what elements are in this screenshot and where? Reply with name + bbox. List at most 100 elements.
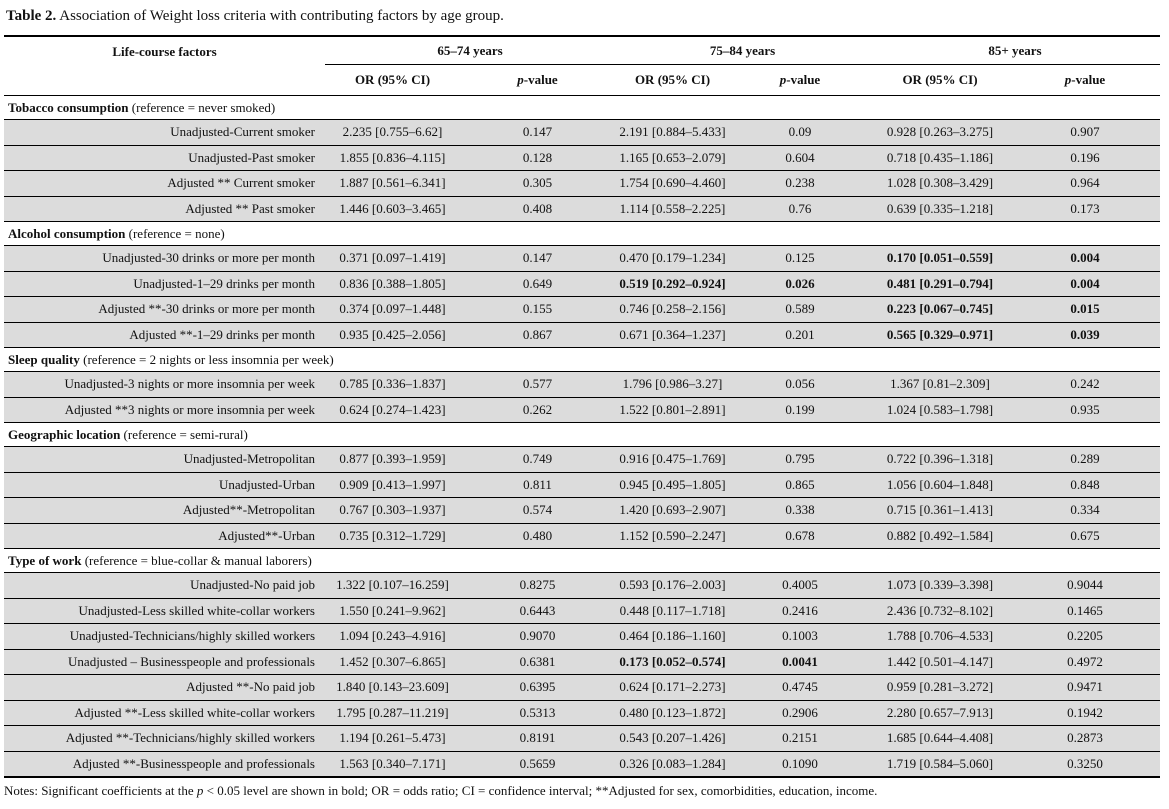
or-ci-cell: 1.685 [0.644–4.408]: [870, 725, 1010, 752]
section-title: Alcohol consumption (reference = none): [4, 221, 1160, 246]
section-name: Geographic location: [8, 426, 121, 442]
or-ci-cell: 1.024 [0.583–1.798]: [870, 397, 1010, 423]
table-row: Unadjusted-30 drinks or more per month 0.…: [4, 245, 1160, 272]
table-row: Adjusted **-1–29 drinks per month 0.935 […: [4, 322, 1160, 348]
header-or-ci: OR (95% CI): [325, 64, 460, 96]
row-label: Unadjusted-Technicians/highly skilled wo…: [4, 623, 325, 650]
row-label: Adjusted**-Metropolitan: [4, 497, 325, 524]
p-value-cell: 0.6443: [460, 598, 615, 624]
p-value-cell: 0.015: [1010, 296, 1160, 323]
section-header: Geographic location (reference = semi-ru…: [4, 422, 1160, 447]
or-ci-cell: 0.959 [0.281–3.272]: [870, 674, 1010, 701]
p-value-cell: 0.865: [730, 472, 870, 498]
p-value-cell: 0.5313: [460, 700, 615, 726]
or-ci-cell: 1.028 [0.308–3.429]: [870, 170, 1010, 197]
row-label: Unadjusted-Less skilled white-collar wor…: [4, 598, 325, 624]
p-value-cell: 0.3250: [1010, 751, 1160, 778]
or-ci-cell: 0.928 [0.263–3.275]: [870, 119, 1010, 146]
or-ci-cell: 1.788 [0.706–4.533]: [870, 623, 1010, 650]
p-value-cell: 0.574: [460, 497, 615, 524]
p-value-cell: 0.147: [460, 245, 615, 272]
table-row: Unadjusted-No paid job 1.322 [0.107–16.25…: [4, 572, 1160, 599]
or-ci-cell: 1.563 [0.340–7.171]: [325, 751, 460, 778]
p-value-cell: 0.577: [460, 371, 615, 398]
p-value-cell: 0.026: [730, 271, 870, 297]
row-label: Unadjusted-Urban: [4, 472, 325, 498]
header-or-ci: OR (95% CI): [870, 64, 1010, 96]
p-suffix: -value: [523, 72, 558, 87]
table-row: Adjusted**-Metropolitan 0.767 [0.303–1.93…: [4, 497, 1160, 524]
or-ci-cell: 1.165 [0.653–2.079]: [615, 145, 730, 171]
p-value-cell: 0.199: [730, 397, 870, 423]
p-value-cell: 0.935: [1010, 397, 1160, 423]
or-ci-cell: 1.796 [0.986–3.27]: [615, 371, 730, 398]
p-value-cell: 0.004: [1010, 271, 1160, 297]
p-value-cell: 0.1090: [730, 751, 870, 778]
table-row: Unadjusted-1–29 drinks per month 0.836 [0…: [4, 271, 1160, 297]
row-label: Unadjusted-1–29 drinks per month: [4, 271, 325, 297]
or-ci-cell: 1.719 [0.584–5.060]: [870, 751, 1010, 778]
or-ci-cell: 0.624 [0.274–1.423]: [325, 397, 460, 423]
p-value-cell: 0.907: [1010, 119, 1160, 146]
or-ci-cell: 1.094 [0.243–4.916]: [325, 623, 460, 650]
or-ci-cell: 0.519 [0.292–0.924]: [615, 271, 730, 297]
section-title: Sleep quality (reference = 2 nights or l…: [4, 347, 1160, 372]
row-label: Adjusted **-30 drinks or more per month: [4, 296, 325, 323]
p-value-cell: 0.1942: [1010, 700, 1160, 726]
row-label: Unadjusted-Metropolitan: [4, 446, 325, 473]
table-row: Adjusted **-Technicians/highly skilled w…: [4, 725, 1160, 752]
p-value-cell: 0.305: [460, 170, 615, 197]
or-ci-cell: 1.550 [0.241–9.962]: [325, 598, 460, 624]
or-ci-cell: 0.935 [0.425–2.056]: [325, 322, 460, 348]
or-ci-cell: 0.170 [0.051–0.559]: [870, 245, 1010, 272]
p-value-cell: 0.9070: [460, 623, 615, 650]
p-value-cell: 0.1003: [730, 623, 870, 650]
section-title: Tobacco consumption (reference = never s…: [4, 95, 1160, 120]
row-label: Adjusted ** Current smoker: [4, 170, 325, 197]
or-ci-cell: 0.639 [0.335–1.218]: [870, 196, 1010, 222]
or-ci-cell: 1.073 [0.339–3.398]: [870, 572, 1010, 599]
table-notes: Notes: Significant coefficients at the p…: [4, 783, 877, 799]
or-ci-cell: 0.326 [0.083–1.284]: [615, 751, 730, 778]
p-italic: p: [779, 72, 787, 87]
header-or-ci: OR (95% CI): [615, 64, 730, 96]
section-name: Sleep quality: [8, 351, 80, 367]
header-p-value: p-value: [730, 64, 870, 96]
p-value-cell: 0.0041: [730, 649, 870, 675]
section-name: Alcohol consumption: [8, 225, 126, 241]
header-group-65-74: 65–74 years: [437, 42, 503, 58]
p-suffix: -value: [1071, 72, 1106, 87]
or-ci-cell: 0.909 [0.413–1.997]: [325, 472, 460, 498]
section-title: Type of work (reference = blue-collar & …: [4, 548, 1160, 573]
p-value-cell: 0.2416: [730, 598, 870, 624]
p-value-cell: 0.09: [730, 119, 870, 146]
or-ci-cell: 1.322 [0.107–16.259]: [325, 572, 460, 599]
row-label: Unadjusted-No paid job: [4, 572, 325, 599]
section-name: Tobacco consumption: [8, 99, 129, 115]
table-row: Unadjusted-Metropolitan 0.877 [0.393–1.95…: [4, 446, 1160, 473]
p-value-cell: 0.1465: [1010, 598, 1160, 624]
table-row: Adjusted**-Urban 0.735 [0.312–1.729] 0.480…: [4, 523, 1160, 549]
p-value-cell: 0.76: [730, 196, 870, 222]
notes-text: Notes: Significant coefficients at the: [4, 783, 197, 798]
or-ci-cell: 1.754 [0.690–4.460]: [615, 170, 730, 197]
p-italic: p: [1064, 72, 1072, 87]
or-ci-cell: 1.367 [0.81–2.309]: [870, 371, 1010, 398]
or-ci-cell: 1.056 [0.604–1.848]: [870, 472, 1010, 498]
p-value-cell: 0.6395: [460, 674, 615, 701]
results-table: Life-course factors 65–74 years 75–84 ye…: [4, 35, 1160, 778]
table-row: Unadjusted – Businesspeople and professi…: [4, 649, 1160, 675]
p-suffix: -value: [786, 72, 821, 87]
or-ci-cell: 0.374 [0.097–1.448]: [325, 296, 460, 323]
row-label: Unadjusted-Past smoker: [4, 145, 325, 171]
section-header: Tobacco consumption (reference = never s…: [4, 95, 1160, 120]
row-label: Unadjusted-Current smoker: [4, 119, 325, 146]
p-value-cell: 0.125: [730, 245, 870, 272]
p-value-cell: 0.9044: [1010, 572, 1160, 599]
p-value-cell: 0.5659: [460, 751, 615, 778]
p-value-cell: 0.039: [1010, 322, 1160, 348]
p-value-cell: 0.9471: [1010, 674, 1160, 701]
p-value-cell: 0.867: [460, 322, 615, 348]
or-ci-cell: 1.442 [0.501–4.147]: [870, 649, 1010, 675]
or-ci-cell: 0.565 [0.329–0.971]: [870, 322, 1010, 348]
